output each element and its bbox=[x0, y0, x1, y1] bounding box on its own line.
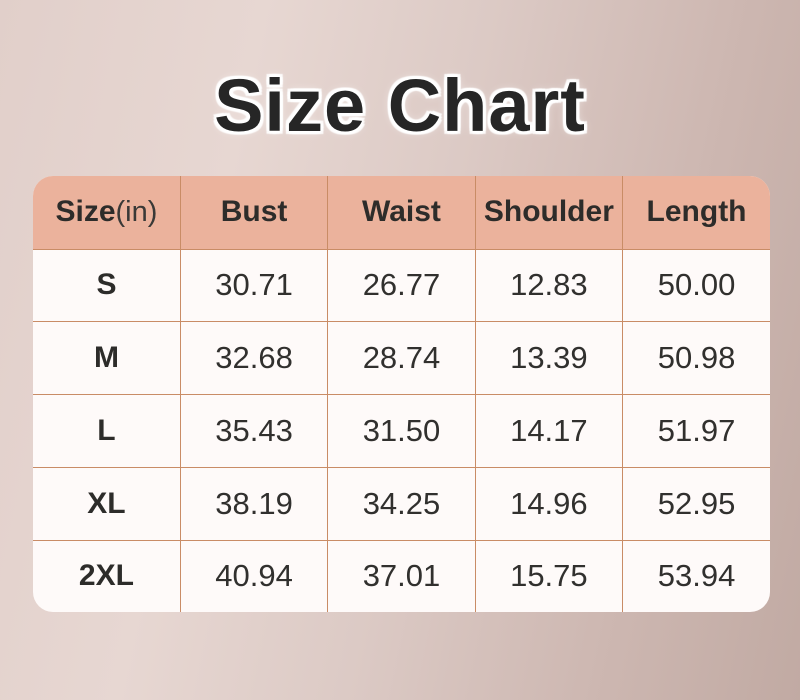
table-body: S 30.71 26.77 12.83 50.00 M 32.68 28.74 13.39 50.… bbox=[33, 249, 770, 612]
waist-cell: 28.74 bbox=[327, 321, 476, 396]
col-header-waist: Waist bbox=[327, 176, 476, 250]
page-title: Size Chart bbox=[214, 64, 586, 147]
size-cell: 2XL bbox=[33, 540, 181, 612]
table-row: S 30.71 26.77 12.83 50.00 bbox=[33, 249, 770, 323]
shoulder-cell: 15.75 bbox=[475, 540, 624, 612]
header-row: Size(in) Bust Waist Shoulder Length bbox=[33, 176, 770, 250]
bust-cell: 35.43 bbox=[180, 394, 329, 468]
length-cell: 52.95 bbox=[622, 467, 770, 541]
shoulder-cell: 12.83 bbox=[475, 249, 624, 323]
size-cell: M bbox=[33, 321, 181, 396]
length-cell: 53.94 bbox=[657, 558, 736, 594]
col-header-shoulder: Shoulder bbox=[475, 176, 624, 250]
table-head: Size(in) Bust Waist Shoulder Length bbox=[33, 176, 770, 250]
table-row: XL 38.19 34.25 14.96 52.95 bbox=[33, 467, 770, 541]
col-header-size: Size(in) bbox=[33, 176, 181, 250]
size-chart-table: Size(in) Bust Waist Shoulder Length S 30.… bbox=[33, 176, 770, 612]
waist-cell: 26.77 bbox=[327, 249, 476, 323]
size-label: Size bbox=[55, 195, 116, 229]
waist-cell: 34.25 bbox=[327, 467, 476, 541]
size-unit-label: (in) bbox=[115, 196, 158, 229]
bust-cell: 32.68 bbox=[180, 321, 329, 396]
waist-cell: 31.50 bbox=[327, 394, 476, 468]
length-cell: 51.97 bbox=[622, 394, 770, 468]
size-cell: L bbox=[33, 394, 181, 468]
col-header-bust: Bust bbox=[180, 176, 329, 250]
table-row: 2XL 40.94 37.01 15.75 53.94 bbox=[33, 540, 770, 612]
size-cell: XL bbox=[33, 467, 181, 541]
bust-cell: 40.94 bbox=[180, 540, 329, 612]
shoulder-cell: 14.96 bbox=[475, 467, 624, 541]
waist-cell: 37.01 bbox=[327, 540, 476, 612]
size-table: Size(in) Bust Waist Shoulder Length S 30.… bbox=[33, 176, 770, 612]
size-cell: S bbox=[33, 249, 181, 323]
table-row: M 32.68 28.74 13.39 50.98 bbox=[33, 321, 770, 396]
shoulder-cell: 13.39 bbox=[475, 321, 624, 396]
bust-cell: 38.19 bbox=[180, 467, 329, 541]
shoulder-cell: 14.17 bbox=[475, 394, 624, 468]
col-header-length: Length bbox=[622, 176, 770, 250]
table-row: L 35.43 31.50 14.17 51.97 bbox=[33, 394, 770, 468]
length-cell: 50.00 bbox=[622, 249, 770, 323]
bust-cell: 30.71 bbox=[180, 249, 329, 323]
length-cell: 50.98 bbox=[622, 321, 770, 396]
